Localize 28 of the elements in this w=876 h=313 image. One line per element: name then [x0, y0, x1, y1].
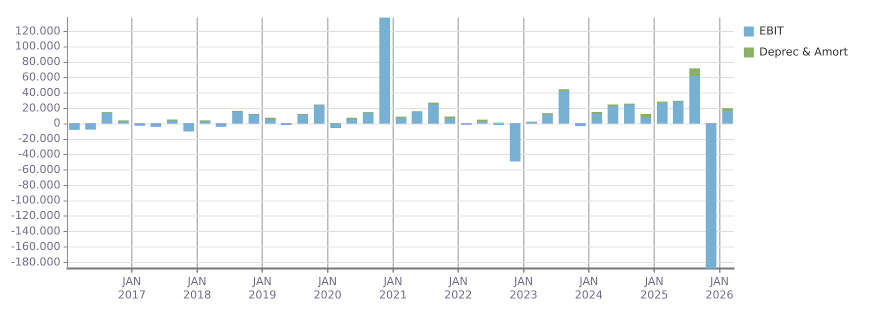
y-tick-label: 20.000 [22, 101, 60, 114]
y-tick-label: -140.000 [10, 224, 60, 238]
x-tick-label: JAN 2023 [510, 275, 538, 302]
y-tick-label: -160.000 [10, 240, 60, 253]
x-tick-label: JAN 2020 [314, 275, 342, 302]
x-tick-label: JAN 2026 [706, 275, 734, 302]
y-tick-label: -40.000 [18, 148, 60, 161]
y-tick-label: -80.000 [18, 178, 60, 192]
x-tick-label: JAN 2017 [118, 275, 146, 302]
y-tick-label: 40.000 [22, 86, 60, 99]
legend-label: EBIT [759, 24, 784, 38]
y-tick-label: -100.000 [10, 194, 60, 207]
y-tick-label: -120.000 [10, 209, 60, 222]
y-tick-label: 100.000 [14, 40, 60, 53]
y-tick-label: -20.000 [18, 132, 60, 146]
x-tick-label: JAN 2025 [640, 275, 668, 302]
x-tick-label: JAN 2019 [248, 275, 276, 302]
x-tick-label: JAN 2021 [379, 275, 408, 302]
x-tick-label: JAN 2024 [574, 275, 603, 302]
y-tick-label: 60.000 [22, 70, 60, 84]
legend-label: Deprec & Amort [759, 45, 849, 58]
x-tick-label: JAN 2022 [444, 275, 472, 302]
y-tick-label: 120.000 [14, 24, 60, 38]
x-tick-label: JAN 2018 [183, 275, 212, 302]
y-tick-label: -180.000 [10, 255, 60, 268]
y-tick-label: 80.000 [22, 55, 60, 68]
y-tick-label: -60.000 [18, 162, 60, 176]
y-tick-label: 0 [53, 116, 60, 130]
